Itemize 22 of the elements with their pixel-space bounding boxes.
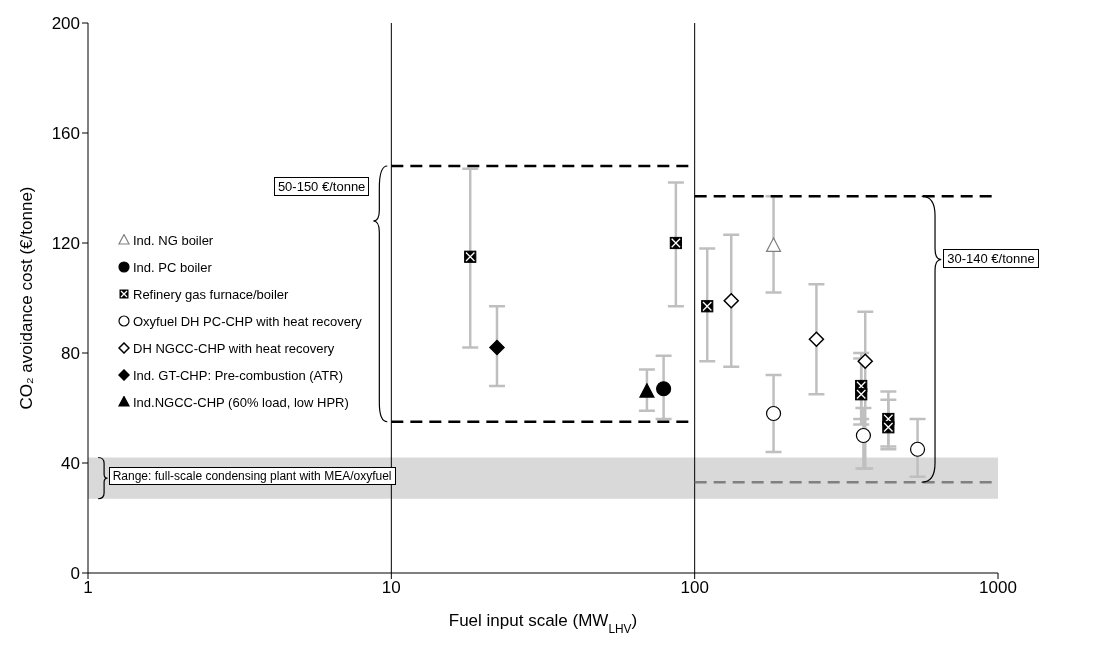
legend-label: Oxyfuel DH PC-CHP with heat recovery [133,313,362,329]
x-tick-label: 1000 [979,578,1017,598]
x-tick-label: 1 [83,578,93,598]
y-tick-label: 200 [51,14,80,34]
y-tick-label: 0 [70,564,80,584]
y-tick-label: 40 [61,454,80,474]
y-tick-label: 120 [51,234,80,254]
y-axis-title: CO₂ avoidance cost (€/tonne) [17,186,36,410]
band-label: Range: full-scale condensing plant with MEA/oxyfuel [108,467,396,486]
legend-label: Ind.NGCC-CHP (60% load, low HPR) [133,394,349,410]
x-tick-label: 100 [680,578,709,598]
legend-label: DH NGCC-CHP with heat recovery [133,340,335,356]
legend-label: Refinery gas furnace/boiler [133,286,289,302]
annotation: 30-140 €/tonne [943,248,1039,268]
legend-label: Ind. NG boiler [133,232,214,248]
x-axis-title: Fuel input scale (MW$_{LHV}$) [448,611,638,636]
legend-label: Ind. GT-CHP: Pre-combustion (ATR) [133,367,343,383]
y-tick-label: 160 [51,124,80,144]
annotation: 50-150 €/tonne [273,177,370,196]
x-tick-label: 10 [381,578,401,598]
y-tick-label: 80 [61,344,80,364]
legend-label: Ind. PC boiler [133,259,212,275]
